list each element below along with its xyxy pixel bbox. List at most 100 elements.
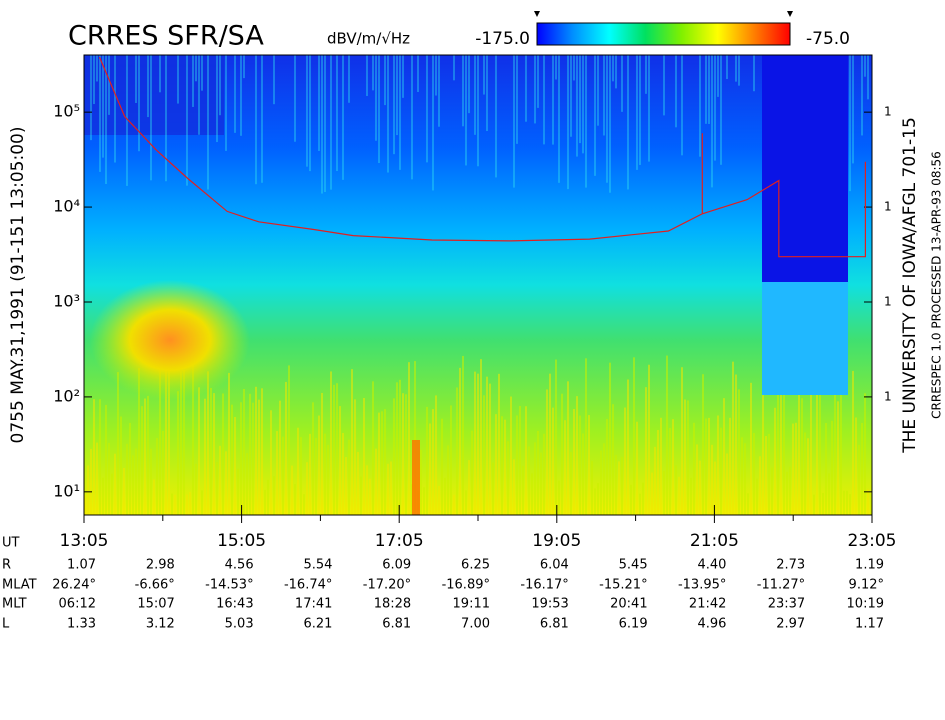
spectrogram-streak: [582, 433, 584, 515]
spectrogram-streak: [267, 479, 269, 515]
spectrogram-streak: [135, 448, 137, 515]
spectrogram-streak: [348, 55, 350, 103]
spectrogram-streak: [150, 448, 152, 515]
spectrogram-streak: [717, 55, 719, 97]
spectrogram-streak: [186, 55, 188, 186]
spectrogram-streak: [744, 443, 746, 515]
spectrogram-streak: [432, 55, 434, 191]
spectrogram-streak: [168, 367, 170, 515]
ephemeris-value: 5.54: [303, 558, 332, 573]
spectrogram-streak: [336, 55, 338, 172]
spectrogram-streak: [849, 494, 851, 515]
spectrogram-streak: [507, 441, 509, 515]
spectrogram-streak: [393, 398, 395, 515]
spectrogram-streak: [216, 55, 218, 143]
spectrogram-streak: [513, 459, 515, 515]
spectrogram-streak: [147, 395, 149, 515]
spectrogram-streak: [234, 416, 236, 515]
spectrogram-streak: [204, 398, 206, 515]
spectrogram-streak: [648, 55, 650, 162]
spectrogram-streak: [870, 493, 872, 515]
spectrogram-streak: [96, 442, 98, 515]
spectrogram-streak: [327, 444, 329, 515]
spectrogram-streak: [90, 55, 92, 141]
spectrogram-streak: [495, 55, 497, 178]
spectrogram-streak: [447, 445, 449, 515]
ephemeris-value: 4.40: [697, 558, 726, 573]
ut-label: UT: [2, 536, 20, 551]
spectrogram-streak: [375, 448, 377, 515]
ephemeris-value: 3.12: [146, 617, 175, 632]
spectrogram-streak: [315, 438, 317, 515]
spectrogram-streak: [789, 466, 791, 515]
ephemeris-value: 4.56: [225, 558, 254, 573]
spectrogram-streak: [867, 489, 869, 515]
spectrogram-streak: [828, 473, 830, 515]
spectrogram-streak: [201, 55, 203, 91]
spectrogram-streak: [627, 379, 629, 515]
ephemeris-value: 10:19: [847, 597, 884, 612]
spectrogram-streak: [441, 418, 443, 515]
spectrogram-streak: [558, 55, 560, 183]
right-tick-label: 1: [884, 200, 892, 214]
spectrogram-streak: [702, 374, 704, 515]
spectrogram-streak: [189, 492, 191, 515]
spectrogram-streak: [183, 369, 185, 515]
spectrogram-streak: [555, 55, 557, 80]
spectrogram-streak: [798, 366, 800, 515]
spectrogram-streak: [198, 387, 200, 515]
spectrogram-streak: [471, 430, 473, 515]
spectrogram-streak: [657, 430, 659, 515]
spectrogram-streak: [729, 417, 731, 515]
ephemeris-value: 7.00: [461, 617, 490, 632]
spectrogram-blob: [90, 280, 250, 400]
spectrogram-streak: [93, 55, 95, 105]
ephemeris-value: 16:43: [216, 597, 253, 612]
spectrogram-streak: [159, 55, 161, 93]
spectrogram-streak: [720, 55, 722, 165]
spectrogram-streak: [522, 465, 524, 515]
spectrogram-streak: [366, 55, 368, 97]
spectrogram-streak: [834, 387, 836, 515]
spectrogram-streak: [561, 393, 563, 515]
right-tick-label: 1: [884, 294, 892, 308]
y-tick-label: 10¹: [53, 481, 80, 500]
spectrogram-streak: [309, 433, 311, 515]
spectrogram-streak: [411, 55, 413, 180]
spectrogram-streak: [741, 437, 743, 515]
ephemeris-value: 18:28: [374, 597, 411, 612]
spectrogram-streak: [675, 465, 677, 515]
spectrogram-streak: [783, 363, 785, 515]
spectrogram-streak: [156, 438, 158, 515]
spectrogram-streak: [318, 415, 320, 515]
spectrogram-streak: [615, 55, 617, 89]
spectrogram-streak: [381, 411, 383, 515]
spectrogram-streak: [222, 393, 224, 515]
ephemeris-value: -13.95°: [678, 578, 726, 593]
ephemeris-value: 6.04: [540, 558, 569, 573]
spectrogram-streak: [681, 55, 683, 156]
spectrogram-streak: [228, 372, 230, 515]
spectrogram-streak: [396, 55, 398, 136]
spectrogram-streak: [771, 467, 773, 515]
spectrogram-streak: [660, 417, 662, 515]
spectrogram-streak: [192, 55, 194, 107]
spectrogram-streak: [732, 361, 734, 515]
spectrogram-streak: [642, 482, 644, 515]
spectrogram-streak: [525, 406, 527, 515]
spectrogram-streak: [516, 415, 518, 515]
spectrogram-streak: [840, 368, 842, 515]
spectrogram-streak: [669, 428, 671, 515]
ephemeris-value: 21:42: [689, 597, 726, 612]
y-tick-label: 10²: [53, 386, 80, 405]
spectrogram-streak: [855, 417, 857, 515]
ephemeris-label: MLT: [2, 597, 27, 612]
spectrogram-streak: [687, 400, 689, 515]
spectrogram-streak: [585, 358, 587, 515]
spectrogram-streak: [141, 406, 143, 515]
spectrogram-streak: [573, 55, 575, 81]
spectrogram-streak: [792, 423, 794, 515]
spectrogram-streak: [132, 455, 134, 515]
spectrogram-streak: [366, 465, 368, 515]
